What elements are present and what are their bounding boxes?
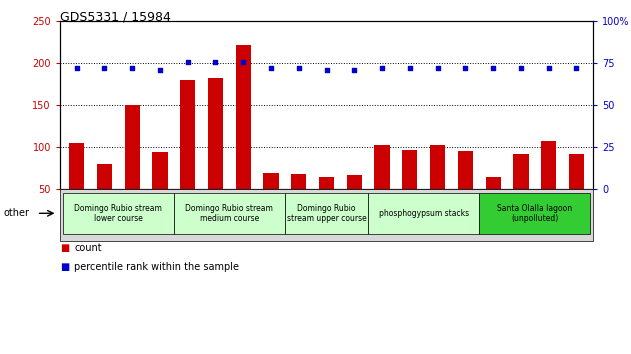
Bar (569, 154, 584, 232)
Text: Santa Olalla lagoon
(unpolluted): Santa Olalla lagoon (unpolluted) (497, 204, 572, 223)
Point (293, 65, 304, 71)
Point (71, 65, 81, 71)
Bar (346, 175, 362, 232)
Point (433, 65, 443, 71)
Point (238, 59, 248, 64)
Text: ■: ■ (60, 262, 69, 272)
Bar (97, 164, 112, 232)
Point (544, 65, 554, 71)
Bar (430, 145, 445, 232)
Bar (541, 142, 557, 232)
Point (321, 67, 332, 73)
Bar (124, 105, 140, 232)
Point (377, 65, 387, 71)
Point (488, 65, 498, 71)
Bar (152, 152, 168, 232)
Point (127, 65, 137, 71)
Text: Domingo Rubio
stream upper course: Domingo Rubio stream upper course (286, 204, 367, 223)
Bar (402, 150, 418, 232)
Point (266, 65, 276, 71)
Point (182, 59, 192, 64)
Bar (208, 78, 223, 232)
Bar (263, 172, 279, 232)
Bar (291, 174, 307, 232)
Bar (180, 80, 196, 232)
Text: Domingo Rubio stream
lower course: Domingo Rubio stream lower course (74, 204, 162, 223)
Point (405, 65, 415, 71)
Bar (374, 145, 390, 232)
Point (210, 59, 220, 64)
Bar (457, 151, 473, 232)
Text: phosphogypsum stacks: phosphogypsum stacks (379, 209, 469, 218)
Bar (235, 45, 251, 232)
Point (572, 65, 582, 71)
Point (155, 67, 165, 73)
Point (99, 65, 109, 71)
Bar (69, 143, 85, 232)
Text: ■: ■ (60, 243, 69, 253)
Text: Domingo Rubio stream
medium course: Domingo Rubio stream medium course (186, 204, 273, 223)
Point (461, 65, 471, 71)
Text: count: count (74, 243, 102, 253)
Bar (485, 177, 501, 232)
Text: other: other (3, 208, 29, 218)
Point (516, 65, 526, 71)
Text: percentile rank within the sample: percentile rank within the sample (74, 262, 239, 272)
Bar (513, 154, 529, 232)
Point (350, 67, 360, 73)
Text: GDS5331 / 15984: GDS5331 / 15984 (60, 11, 171, 24)
Bar (319, 177, 334, 232)
